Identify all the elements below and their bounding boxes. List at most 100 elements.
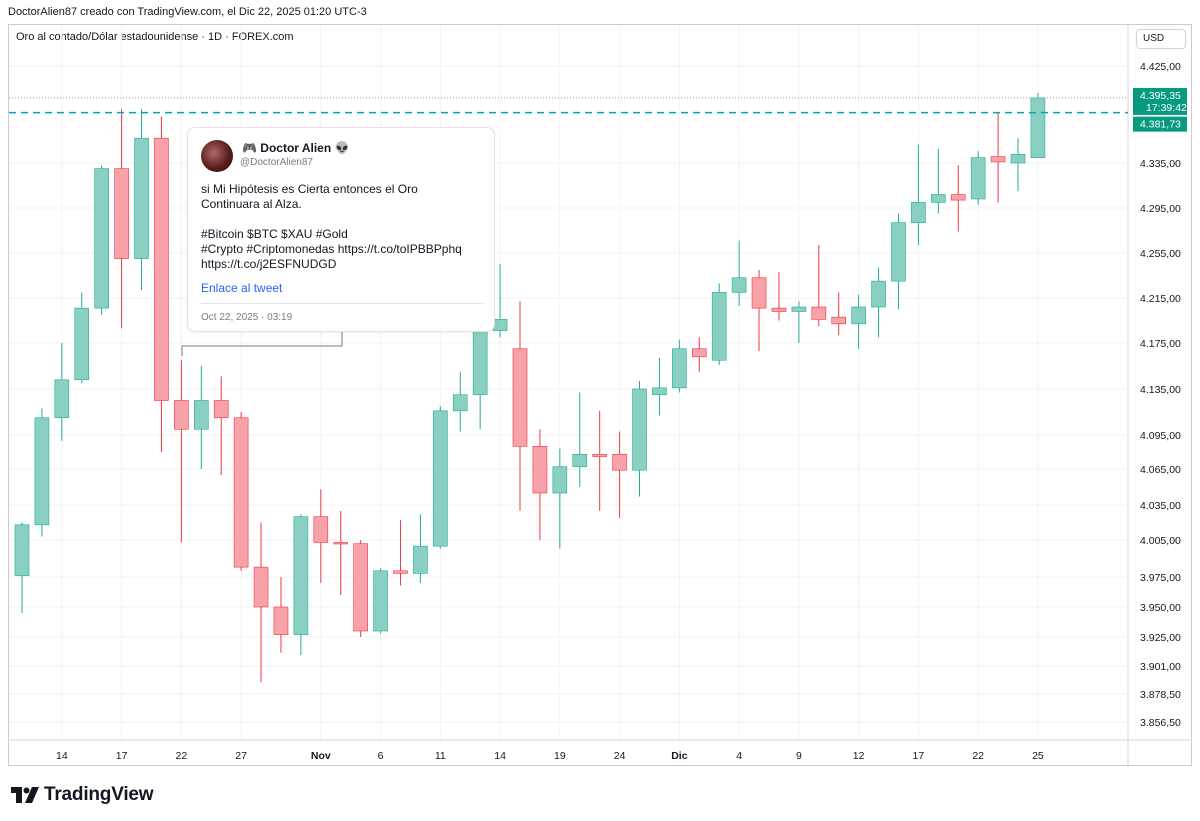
candle-body — [193, 400, 209, 430]
x-tick-label: Nov — [311, 750, 331, 762]
candle-body — [134, 137, 149, 259]
candle-body — [711, 292, 727, 361]
x-tick-label: 12 — [853, 750, 865, 762]
tweet-line: https://t.co/j2ESFNUDGD — [201, 257, 337, 271]
tweet-line: #Bitcoin $BTC $XAU #Gold — [201, 227, 348, 241]
last-price-label-box — [1133, 87, 1187, 115]
candle-body — [74, 307, 90, 381]
tweet-line: #Crypto #Criptomonedas https://t.co/toIP… — [201, 242, 462, 256]
y-tick-label: 4.295,00 — [1140, 203, 1181, 215]
candle-body — [691, 348, 707, 358]
y-tick-label: 3.856,50 — [1140, 717, 1181, 729]
y-tick-label: 3.925,00 — [1140, 632, 1181, 644]
y-tick-label: 3.878,50 — [1140, 689, 1181, 701]
y-tick-label: 3.901,00 — [1140, 661, 1181, 673]
candle-body — [413, 545, 428, 574]
x-tick-label: 14 — [494, 750, 506, 762]
symbol-title: Oro al contado/Dólar estadounidense · 1D… — [16, 31, 294, 43]
candle-body — [94, 168, 109, 309]
tradingview-logo-text: TradingView — [44, 784, 154, 805]
tradingview-logo-icon — [11, 787, 39, 803]
candle-body — [273, 606, 289, 635]
chart-frame — [8, 24, 1192, 766]
y-tick-label: 4.005,00 — [1140, 535, 1181, 547]
candle-body — [572, 453, 588, 468]
tweet-body: si Mi Hipótesis es Cierta entonces el Or… — [201, 182, 491, 272]
x-tick-label: 22 — [972, 750, 984, 762]
y-tick-label: 3.975,00 — [1140, 572, 1181, 584]
price-line-label-box — [1133, 116, 1187, 132]
last-price-label: 4.395,35 — [1140, 90, 1181, 102]
candle-body — [353, 543, 368, 632]
tweet-date: Oct 22, 2025 · 03:19 — [201, 312, 293, 323]
candle-body — [871, 280, 886, 308]
tweet-divider — [201, 303, 483, 304]
y-tick-label: 4.065,00 — [1140, 464, 1181, 476]
candle-body — [950, 194, 966, 201]
tweet-line: Continuara al Alza. — [201, 197, 302, 211]
candle-body — [54, 379, 70, 419]
y-tick-label: 3.950,00 — [1140, 602, 1181, 614]
y-tick-label: 4.095,00 — [1140, 430, 1181, 442]
candle-body — [811, 306, 827, 320]
candle-body — [771, 307, 787, 312]
candle-body — [154, 137, 169, 401]
candle-body — [433, 410, 448, 547]
candle-body — [990, 156, 1006, 163]
y-tick-label: 4.035,00 — [1140, 500, 1181, 512]
candle-body — [1030, 97, 1046, 158]
x-tick-label: 9 — [796, 750, 802, 762]
candle-body — [373, 570, 388, 632]
candle-body — [14, 524, 30, 577]
y-tick-label: 4.215,00 — [1140, 293, 1181, 305]
candle-body — [731, 277, 747, 293]
x-tick-label: Dic — [671, 750, 688, 762]
candle-body — [831, 316, 847, 325]
annotation-connector — [181, 332, 343, 356]
candle-body — [492, 319, 508, 331]
x-tick-label: 14 — [56, 750, 68, 762]
countdown-label: 17:39:42 — [1146, 102, 1187, 114]
candle-body — [393, 570, 408, 574]
chart-caption: DoctorAlien87 creado con TradingView.com… — [8, 6, 367, 18]
candle-body — [472, 330, 488, 396]
x-tick-label: 11 — [435, 750, 446, 762]
tweet-line: si Mi Hipótesis es Cierta entonces el Or… — [201, 182, 418, 196]
tweet-line — [201, 212, 491, 227]
candle-body — [652, 387, 667, 396]
tweet-card[interactable]: 🎮 Doctor Alien 👽 @DoctorAlien87 si Mi Hi… — [187, 127, 495, 332]
x-tick-label: 17 — [913, 750, 925, 762]
candle-body — [970, 157, 986, 200]
candle-body — [931, 194, 946, 203]
y-tick-label: 4.175,00 — [1140, 338, 1181, 350]
candle-body — [34, 417, 50, 526]
y-tick-label: 4.255,00 — [1140, 248, 1181, 260]
candle-body — [512, 348, 528, 447]
x-tick-label: 22 — [176, 750, 188, 762]
x-tick-label: 19 — [554, 750, 566, 762]
y-tick-label: 4.135,00 — [1140, 384, 1181, 396]
candle-body — [552, 466, 568, 494]
x-tick-label: 17 — [116, 750, 128, 762]
candle-body — [612, 453, 627, 471]
candle-body — [911, 202, 926, 223]
candle-body — [174, 400, 189, 430]
candle-body — [592, 453, 607, 457]
candle-body — [233, 417, 249, 568]
candle-body — [114, 168, 129, 259]
tweet-author-name: 🎮 Doctor Alien 👽 — [242, 141, 350, 155]
tweet-author-handle: @DoctorAlien87 — [240, 157, 313, 168]
tradingview-logo[interactable]: TradingView — [10, 784, 154, 806]
candle-body — [1010, 154, 1026, 164]
tweet-link[interactable]: Enlace al tweet — [201, 281, 283, 295]
currency-button[interactable]: USD — [1136, 29, 1186, 49]
y-tick-label: 4.335,00 — [1140, 158, 1181, 170]
candle-body — [313, 516, 329, 543]
candle-body — [891, 222, 906, 282]
x-tick-label: 24 — [614, 750, 626, 762]
candle-body — [791, 306, 807, 312]
candle-body — [751, 277, 767, 309]
x-tick-label: 6 — [378, 750, 384, 762]
x-tick-label: 4 — [736, 750, 742, 762]
